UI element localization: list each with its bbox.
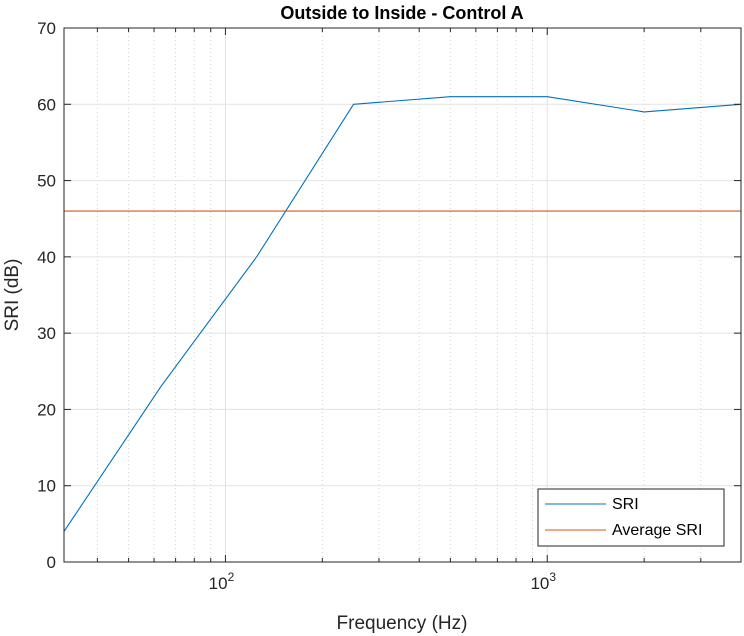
major-grid (64, 27, 741, 563)
legend: SRI Average SRI (537, 488, 725, 547)
legend-box (537, 488, 725, 547)
x-tick-label: 102 (209, 570, 235, 593)
chart-title: Outside to Inside - Control A (280, 3, 523, 23)
x-tick-label: 103 (530, 570, 556, 593)
series-line-sri (63, 96, 742, 532)
series-layer (63, 96, 742, 532)
y-tick-label: 40 (37, 248, 56, 267)
y-tick-label: 20 (37, 400, 56, 419)
y-axis-label: SRI (dB) (2, 259, 23, 332)
y-tick-label: 0 (47, 553, 56, 572)
x-tick-labels: 102 103 (209, 570, 557, 593)
y-tick-label: 60 (37, 95, 56, 114)
y-tick-label: 10 (37, 477, 56, 496)
x-axis-label: Frequency (Hz) (337, 613, 468, 634)
minor-grid (96, 28, 742, 562)
y-tick-label: 70 (37, 19, 56, 38)
y-tick-labels: 0 10 20 30 40 50 60 70 (37, 19, 56, 572)
y-tick-label: 50 (37, 172, 56, 191)
plot-area-frame (63, 27, 742, 563)
y-tick-label: 30 (37, 324, 56, 343)
legend-entry-sri: SRI (612, 496, 639, 513)
tick-marks (64, 27, 742, 563)
legend-entry-average-sri: Average SRI (612, 522, 702, 539)
